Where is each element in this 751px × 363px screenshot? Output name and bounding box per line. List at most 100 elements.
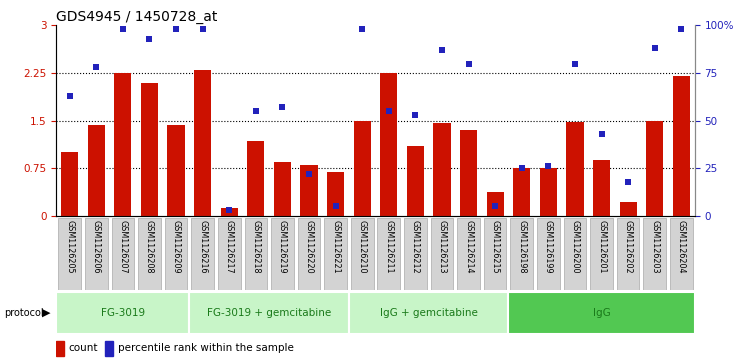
Text: ▶: ▶ bbox=[42, 308, 50, 318]
Point bbox=[436, 47, 448, 53]
Text: GSM1126217: GSM1126217 bbox=[225, 220, 234, 274]
FancyBboxPatch shape bbox=[59, 218, 81, 290]
Text: GSM1126220: GSM1126220 bbox=[304, 220, 313, 274]
FancyBboxPatch shape bbox=[670, 218, 692, 290]
Text: percentile rank within the sample: percentile rank within the sample bbox=[118, 343, 294, 354]
Point bbox=[356, 26, 368, 32]
Text: protocol: protocol bbox=[4, 308, 44, 318]
FancyBboxPatch shape bbox=[245, 218, 267, 290]
Text: GSM1126209: GSM1126209 bbox=[171, 220, 180, 274]
Text: count: count bbox=[68, 343, 98, 354]
Bar bbox=[274, 162, 291, 216]
FancyBboxPatch shape bbox=[378, 218, 400, 290]
FancyBboxPatch shape bbox=[271, 218, 294, 290]
Bar bbox=[105, 341, 113, 356]
Text: GSM1126200: GSM1126200 bbox=[571, 220, 580, 273]
Bar bbox=[61, 152, 78, 216]
FancyBboxPatch shape bbox=[164, 218, 187, 290]
Point bbox=[276, 105, 288, 110]
FancyBboxPatch shape bbox=[617, 218, 640, 290]
Point bbox=[143, 36, 155, 42]
Bar bbox=[221, 208, 238, 216]
Text: GSM1126213: GSM1126213 bbox=[438, 220, 447, 273]
Text: GSM1126215: GSM1126215 bbox=[490, 220, 499, 274]
Bar bbox=[487, 192, 504, 216]
FancyBboxPatch shape bbox=[56, 292, 189, 334]
Bar bbox=[407, 146, 424, 216]
Bar bbox=[673, 76, 690, 216]
Text: IgG: IgG bbox=[593, 308, 611, 318]
Text: GSM1126208: GSM1126208 bbox=[145, 220, 154, 273]
FancyBboxPatch shape bbox=[430, 218, 454, 290]
FancyBboxPatch shape bbox=[324, 218, 347, 290]
Bar bbox=[593, 160, 611, 216]
Point bbox=[542, 163, 554, 169]
Text: IgG + gemcitabine: IgG + gemcitabine bbox=[380, 308, 478, 318]
Bar bbox=[247, 141, 264, 216]
Bar bbox=[460, 130, 477, 216]
FancyBboxPatch shape bbox=[85, 218, 107, 290]
Point bbox=[170, 26, 182, 32]
Text: GSM1126203: GSM1126203 bbox=[650, 220, 659, 273]
Point bbox=[463, 61, 475, 66]
Text: GSM1126211: GSM1126211 bbox=[385, 220, 394, 273]
Point bbox=[303, 171, 315, 177]
FancyBboxPatch shape bbox=[508, 292, 695, 334]
Bar bbox=[300, 165, 318, 216]
Point bbox=[64, 93, 76, 99]
FancyBboxPatch shape bbox=[590, 218, 613, 290]
Bar bbox=[620, 202, 637, 216]
FancyBboxPatch shape bbox=[297, 218, 321, 290]
Point bbox=[569, 61, 581, 66]
FancyBboxPatch shape bbox=[351, 218, 373, 290]
FancyBboxPatch shape bbox=[218, 218, 240, 290]
Text: GSM1126212: GSM1126212 bbox=[411, 220, 420, 274]
FancyBboxPatch shape bbox=[349, 292, 508, 334]
Text: GSM1126202: GSM1126202 bbox=[623, 220, 632, 274]
Bar bbox=[380, 73, 397, 216]
Point bbox=[409, 112, 421, 118]
Point bbox=[649, 45, 661, 51]
Bar bbox=[540, 168, 557, 216]
Bar bbox=[433, 123, 451, 216]
Bar bbox=[327, 171, 344, 216]
Point bbox=[596, 131, 608, 137]
Text: GSM1126204: GSM1126204 bbox=[677, 220, 686, 273]
Text: GSM1126199: GSM1126199 bbox=[544, 220, 553, 274]
Bar bbox=[646, 121, 663, 216]
FancyBboxPatch shape bbox=[138, 218, 161, 290]
Bar bbox=[114, 73, 131, 216]
Bar bbox=[566, 122, 584, 216]
Text: GSM1126210: GSM1126210 bbox=[357, 220, 366, 273]
Point bbox=[223, 207, 235, 213]
Point bbox=[516, 166, 528, 171]
Text: GSM1126205: GSM1126205 bbox=[65, 220, 74, 274]
Text: GSM1126216: GSM1126216 bbox=[198, 220, 207, 273]
Bar bbox=[194, 70, 211, 216]
Point bbox=[250, 108, 262, 114]
Text: GSM1126221: GSM1126221 bbox=[331, 220, 340, 274]
Bar bbox=[167, 125, 185, 216]
Text: GSM1126218: GSM1126218 bbox=[252, 220, 261, 273]
Text: GSM1126214: GSM1126214 bbox=[464, 220, 473, 273]
Bar bbox=[88, 125, 105, 216]
FancyBboxPatch shape bbox=[484, 218, 506, 290]
Text: FG-3019: FG-3019 bbox=[101, 308, 145, 318]
FancyBboxPatch shape bbox=[644, 218, 666, 290]
Point bbox=[117, 26, 129, 32]
Point bbox=[90, 65, 102, 70]
Text: GSM1126207: GSM1126207 bbox=[119, 220, 128, 274]
FancyBboxPatch shape bbox=[457, 218, 480, 290]
FancyBboxPatch shape bbox=[111, 218, 134, 290]
Text: GSM1126219: GSM1126219 bbox=[278, 220, 287, 274]
Bar bbox=[56, 341, 64, 356]
Bar bbox=[354, 121, 371, 216]
FancyBboxPatch shape bbox=[192, 218, 214, 290]
Bar bbox=[140, 82, 158, 216]
Point bbox=[197, 26, 209, 32]
FancyBboxPatch shape bbox=[404, 218, 427, 290]
Text: GSM1126206: GSM1126206 bbox=[92, 220, 101, 273]
Text: FG-3019 + gemcitabine: FG-3019 + gemcitabine bbox=[207, 308, 331, 318]
FancyBboxPatch shape bbox=[537, 218, 559, 290]
Point bbox=[675, 26, 687, 32]
